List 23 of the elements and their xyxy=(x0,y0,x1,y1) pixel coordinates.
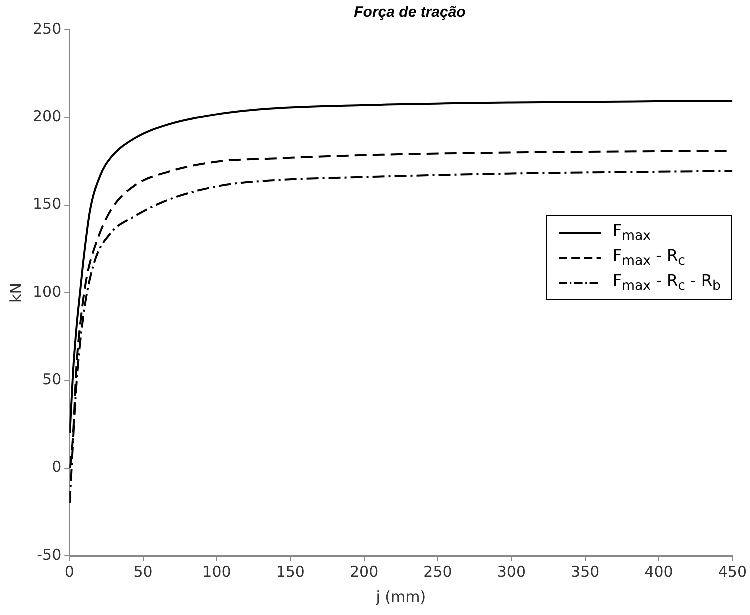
x-tick-label: 200 xyxy=(350,562,379,581)
y-tick-label: 0 xyxy=(52,458,62,476)
y-axis-title: kN xyxy=(6,283,25,303)
y-tick-label: 150 xyxy=(32,195,62,214)
chart-title: Força de tração xyxy=(353,4,467,21)
x-tick-label: 0 xyxy=(64,562,74,581)
y-tick-label: 50 xyxy=(42,370,62,389)
legend-label: F$_{max}$ - R$_{c}$ - R$_{b}$ xyxy=(612,270,721,294)
x-tick-label: 150 xyxy=(276,562,305,581)
x-tick-label: 400 xyxy=(644,562,674,581)
x-tick-label: 50 xyxy=(134,562,153,581)
y-tick-label: 200 xyxy=(32,108,62,126)
x-tick-label: 350 xyxy=(571,562,600,581)
x-tick-label: 100 xyxy=(202,562,232,581)
x-tick-label: 250 xyxy=(424,562,452,581)
y-tick-label: 250 xyxy=(32,20,62,38)
x-axis-title: j (mm) xyxy=(375,588,426,606)
x-tick-label: 300 xyxy=(497,562,526,581)
y-tick-label: -50 xyxy=(37,546,62,564)
legend-label: F$_{max}$ - R$_{c}$ xyxy=(612,246,686,270)
x-tick-label: 450 xyxy=(718,562,748,581)
legend-label: F$_{max}$ xyxy=(612,220,652,244)
y-tick-label: 100 xyxy=(32,282,62,301)
